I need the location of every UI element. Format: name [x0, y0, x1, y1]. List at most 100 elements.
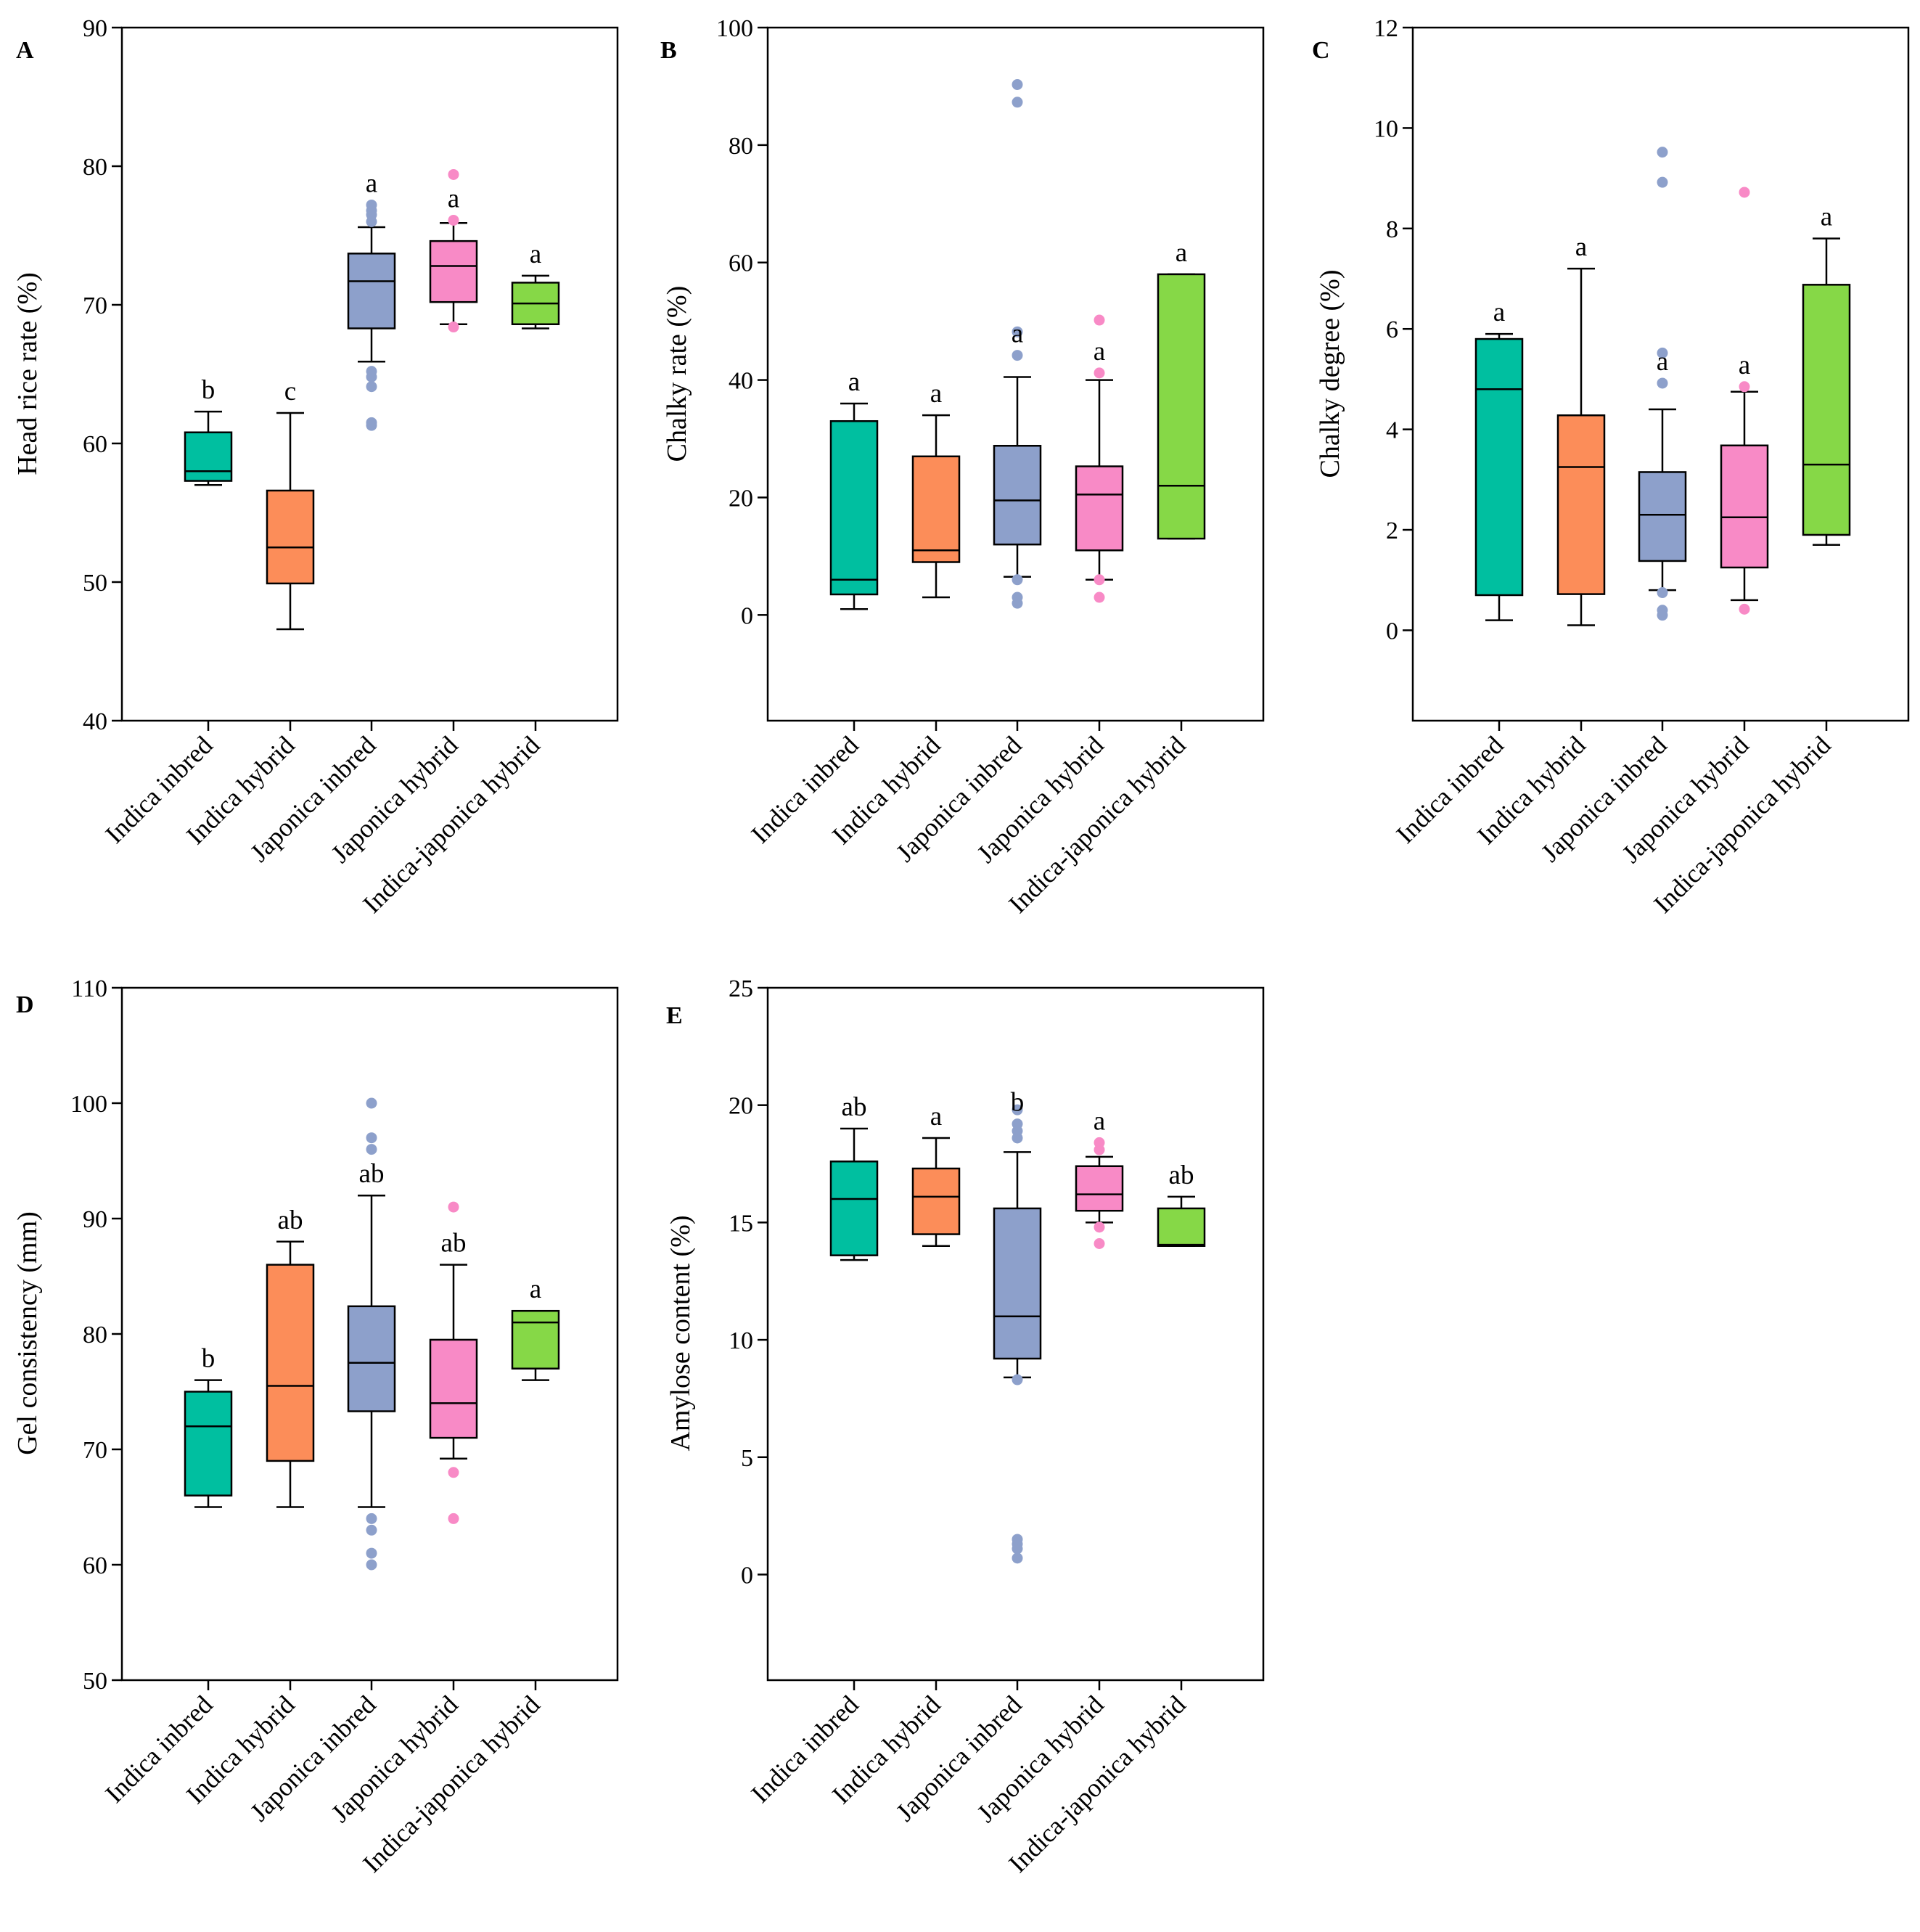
- y-tick-label: 60: [83, 431, 107, 458]
- outlier-point: [448, 214, 459, 226]
- outlier-point: [1012, 350, 1023, 361]
- box: [1075, 1165, 1124, 1212]
- y-tick-label: 4: [1386, 417, 1398, 444]
- y-tick-label: 20: [729, 1093, 753, 1120]
- box: [1075, 465, 1124, 552]
- box: [184, 431, 233, 482]
- significance-letter: a: [1657, 347, 1668, 377]
- y-tick-label: 60: [729, 250, 753, 277]
- y-tick-label: 100: [70, 1091, 107, 1118]
- outlier-point: [1012, 326, 1023, 337]
- box: [347, 1305, 396, 1412]
- box: [1556, 414, 1606, 595]
- outlier-point: [1094, 367, 1105, 379]
- significance-letter: b: [202, 1344, 216, 1374]
- y-axis-label: Amylose content (%): [665, 1215, 696, 1451]
- box: [829, 419, 879, 596]
- y-axis-label: Chalky degree (%): [1315, 270, 1345, 478]
- box: [993, 444, 1042, 546]
- significance-letter: a: [1575, 232, 1587, 262]
- significance-letter: a: [1739, 351, 1750, 380]
- significance-letter: b: [1011, 1088, 1025, 1118]
- significance-letter: a: [530, 1274, 541, 1304]
- panel-letter-a: A: [16, 37, 34, 64]
- plot-frame: [1411, 26, 1910, 722]
- significance-letter: a: [1094, 337, 1105, 367]
- significance-letter: b: [202, 375, 216, 405]
- y-axis-label: Chalky rate (%): [662, 286, 692, 462]
- outlier-point: [1012, 97, 1023, 108]
- outlier-point: [1657, 605, 1668, 616]
- box: [829, 1161, 879, 1256]
- outlier-point: [1012, 592, 1023, 603]
- y-tick-label: 0: [741, 602, 753, 629]
- outlier-point: [1657, 147, 1668, 158]
- outlier-point: [1657, 176, 1668, 188]
- y-tick-label: 80: [83, 154, 107, 181]
- panel-letter-b: B: [660, 37, 677, 64]
- y-tick-label: 60: [83, 1552, 107, 1579]
- significance-letter: ab: [359, 1159, 385, 1189]
- significance-letter: ab: [1169, 1161, 1194, 1190]
- y-tick-label: 70: [83, 1437, 107, 1464]
- box: [429, 240, 478, 303]
- y-tick-label: 50: [83, 1668, 107, 1695]
- y-tick-label: 80: [729, 133, 753, 160]
- outlier-point: [366, 417, 377, 428]
- significance-letter: c: [284, 377, 296, 406]
- significance-letter: a: [366, 168, 377, 198]
- outlier-point: [448, 1467, 459, 1478]
- y-tick-label: 5: [741, 1445, 753, 1472]
- outlier-point: [1012, 1552, 1023, 1564]
- y-tick-label: 90: [83, 1206, 107, 1233]
- outlier-point: [448, 322, 459, 333]
- y-tick-label: 40: [83, 708, 107, 735]
- outlier-point: [1012, 574, 1023, 586]
- panel-letter-d: D: [16, 991, 34, 1018]
- outlier-point: [1094, 1237, 1105, 1249]
- significance-letter: a: [1176, 238, 1187, 268]
- panel-letter-e: E: [666, 1002, 683, 1029]
- y-tick-label: 6: [1386, 316, 1398, 343]
- outlier-point: [1657, 347, 1668, 359]
- outlier-point: [366, 1524, 377, 1536]
- box: [1474, 337, 1524, 597]
- box: [1802, 284, 1851, 536]
- significance-letter: a: [930, 1102, 942, 1131]
- outlier-point: [1657, 377, 1668, 389]
- y-tick-label: 0: [741, 1562, 753, 1589]
- outlier-point: [1094, 1221, 1105, 1233]
- plot-frame: [766, 986, 1265, 1682]
- significance-letter: ab: [441, 1229, 467, 1258]
- outlier-point: [448, 1201, 459, 1213]
- outlier-point: [366, 1097, 377, 1109]
- y-tick-label: 90: [83, 15, 107, 42]
- box: [1638, 471, 1687, 562]
- outlier-point: [366, 381, 377, 393]
- outlier-point: [448, 168, 459, 180]
- outlier-point: [366, 1559, 377, 1571]
- outlier-point: [366, 366, 377, 377]
- y-tick-label: 40: [729, 368, 753, 395]
- outlier-point: [366, 1132, 377, 1144]
- y-axis-label: Gel consistency (mm): [12, 1211, 43, 1455]
- y-tick-label: 10: [1374, 115, 1398, 142]
- box: [184, 1391, 233, 1497]
- y-tick-label: 12: [1374, 15, 1398, 42]
- y-tick-label: 10: [729, 1327, 753, 1354]
- y-tick-label: 80: [83, 1322, 107, 1348]
- box: [1157, 273, 1206, 540]
- outlier-point: [1012, 1534, 1023, 1545]
- outlier-point: [366, 1547, 377, 1559]
- outlier-point: [1094, 574, 1105, 586]
- plot-frame: [766, 26, 1265, 722]
- outlier-point: [448, 1513, 459, 1524]
- y-tick-label: 25: [729, 975, 753, 1002]
- y-tick-label: 0: [1386, 618, 1398, 644]
- y-tick-label: 8: [1386, 216, 1398, 243]
- outlier-point: [366, 1144, 377, 1155]
- outlier-point: [1657, 587, 1668, 599]
